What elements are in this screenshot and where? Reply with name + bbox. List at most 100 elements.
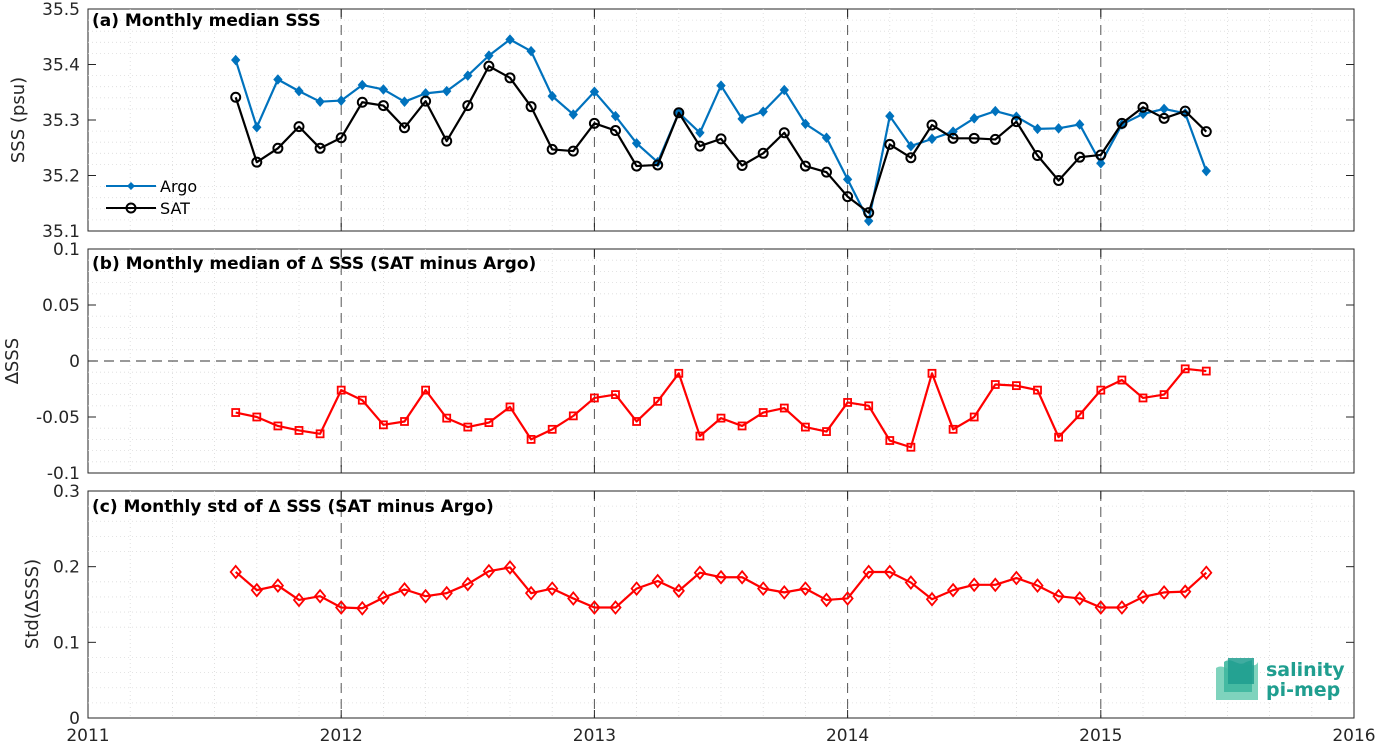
data-point xyxy=(990,380,1000,389)
legend-sat-label: SAT xyxy=(160,199,190,218)
data-point xyxy=(841,591,854,606)
data-point xyxy=(568,411,578,421)
data-point xyxy=(653,396,663,406)
data-point xyxy=(505,34,515,45)
data-point xyxy=(925,591,939,607)
data-point xyxy=(483,60,495,72)
data-point xyxy=(883,564,896,580)
data-point xyxy=(1074,151,1086,163)
x-tick-label: 2016 xyxy=(1332,726,1375,745)
data-point xyxy=(630,581,643,597)
data-point xyxy=(990,105,1000,117)
panel-b: -0.1 -0.05 0 0.05 0.1 (b) Monthly median of … xyxy=(2,240,1355,484)
data-point xyxy=(272,142,284,154)
data-point xyxy=(484,50,494,61)
data-point xyxy=(1179,105,1191,117)
data-point xyxy=(906,140,916,152)
data-point xyxy=(273,74,283,85)
y-tick-label: 0.1 xyxy=(53,633,80,653)
data-point xyxy=(525,101,537,113)
data-point xyxy=(1115,600,1129,615)
data-point xyxy=(695,431,705,441)
data-point xyxy=(1179,584,1192,600)
data-point xyxy=(547,90,557,102)
legend-sat-marker xyxy=(125,202,137,214)
data-point xyxy=(547,424,557,434)
data-point xyxy=(969,113,979,124)
data-point xyxy=(842,174,853,185)
data-point xyxy=(526,434,536,444)
data-point xyxy=(567,591,580,606)
data-point xyxy=(968,132,980,144)
data-point xyxy=(336,95,346,106)
data-point xyxy=(590,393,599,403)
panel-c-ylabel: Std(∆SSS) xyxy=(22,559,43,649)
data-point xyxy=(588,600,601,615)
data-point xyxy=(356,96,368,108)
data-point xyxy=(398,581,411,597)
panel-c-grid xyxy=(88,491,1354,718)
data-point xyxy=(862,564,875,580)
data-point xyxy=(672,583,685,599)
data-point xyxy=(313,588,327,604)
panel-b-series xyxy=(231,364,1211,452)
data-point xyxy=(778,127,790,139)
data-point xyxy=(631,160,643,172)
data-point xyxy=(1031,578,1044,593)
data-point xyxy=(315,96,325,107)
data-point xyxy=(989,577,1002,593)
data-point xyxy=(821,132,832,144)
y-tick-label: 0.3 xyxy=(53,482,80,502)
data-point xyxy=(694,140,706,152)
data-point xyxy=(610,110,621,122)
logo-wave-icon xyxy=(1216,658,1258,700)
panel-c-title: (c) Monthly std of ∆ SSS (SAT minus Argo… xyxy=(92,497,494,517)
data-point xyxy=(821,166,832,178)
data-point xyxy=(421,385,431,395)
data-point xyxy=(546,143,558,155)
data-point xyxy=(758,408,768,417)
data-point xyxy=(652,159,664,171)
data-point xyxy=(1137,101,1149,113)
data-point xyxy=(419,588,432,604)
data-point xyxy=(1032,150,1043,162)
data-point xyxy=(1012,381,1021,391)
data-point xyxy=(969,412,979,422)
y-tick-label: -0.1 xyxy=(47,464,80,484)
data-point xyxy=(799,581,812,597)
data-point xyxy=(779,84,789,96)
data-point xyxy=(377,100,389,112)
data-point xyxy=(1136,589,1150,605)
data-point xyxy=(357,395,367,405)
data-point xyxy=(293,121,305,133)
data-point xyxy=(230,91,242,103)
data-point xyxy=(800,118,811,130)
data-point xyxy=(947,132,959,144)
data-point xyxy=(904,575,918,590)
data-point xyxy=(927,368,937,378)
data-point xyxy=(1116,117,1128,129)
data-point xyxy=(673,107,685,119)
y-tick-label: 0 xyxy=(69,709,80,729)
data-point xyxy=(737,113,747,125)
data-point xyxy=(568,109,578,120)
data-point xyxy=(377,590,390,606)
y-tick-label: 35.3 xyxy=(42,111,80,131)
data-point xyxy=(1117,375,1127,385)
data-point xyxy=(1096,385,1106,395)
data-point xyxy=(1053,174,1065,186)
data-point xyxy=(1095,149,1107,161)
data-point xyxy=(1032,123,1043,135)
data-point xyxy=(589,86,600,97)
data-point xyxy=(461,576,474,592)
panel-a-series xyxy=(230,34,1212,227)
data-point xyxy=(463,422,473,432)
data-point xyxy=(989,133,1001,145)
data-point xyxy=(442,85,452,97)
data-point xyxy=(632,417,641,426)
data-point xyxy=(927,133,937,145)
data-point xyxy=(884,138,896,150)
data-point xyxy=(292,592,306,608)
logo-line2: pi-mep xyxy=(1266,679,1340,701)
data-point xyxy=(1052,588,1065,604)
